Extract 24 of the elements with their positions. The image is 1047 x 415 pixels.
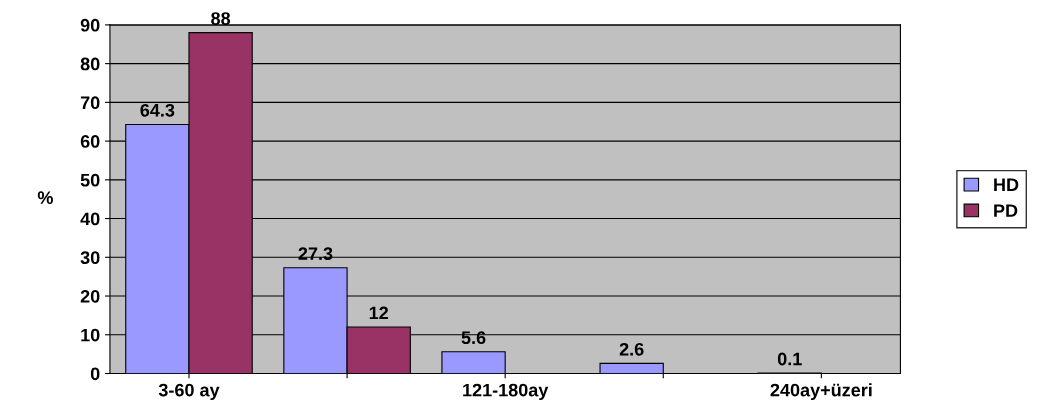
y-axis-title: %: [37, 191, 53, 205]
bar: [599, 362, 664, 374]
data-label: 64.3: [140, 103, 175, 117]
y-tick-label: 90: [80, 18, 100, 32]
y-tick-label: 60: [80, 135, 100, 148]
legend-label: HD: [994, 178, 1019, 191]
x-tick-label: 121-180ay: [463, 383, 549, 401]
data-label: 12: [369, 306, 389, 320]
y-tick-label: 50: [80, 173, 100, 187]
data-label: 88: [211, 12, 231, 25]
data-label: 2.6: [619, 342, 644, 356]
x-tick-label: 3-60 ay: [158, 383, 220, 401]
data-label: 0.1: [777, 352, 802, 366]
x-tick-label: 240ay+üzeri: [770, 383, 872, 401]
y-tick-label: 70: [80, 96, 100, 110]
y-tick-label: 0: [90, 367, 100, 381]
data-label: 5.6: [461, 331, 486, 345]
bar: [441, 351, 506, 374]
legend-label: PD: [994, 204, 1018, 217]
y-tick-label: 20: [80, 289, 100, 303]
y-tick-label: 30: [80, 251, 100, 265]
y-tick-label: 80: [80, 57, 100, 71]
y-tick-label: 40: [80, 212, 100, 226]
y-tick-label: 10: [81, 328, 100, 342]
